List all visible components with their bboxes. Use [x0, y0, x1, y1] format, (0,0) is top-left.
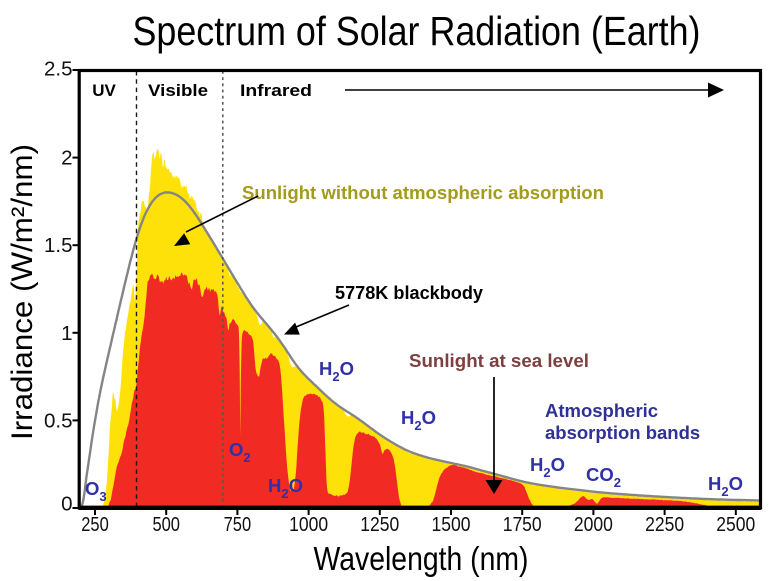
- svg-text:1000: 1000: [289, 513, 328, 536]
- svg-text:Spectrum of Solar Radiation (E: Spectrum of Solar Radiation (Earth): [133, 8, 701, 54]
- svg-text:750: 750: [224, 513, 252, 536]
- svg-text:0.5: 0.5: [44, 409, 73, 432]
- svg-text:1250: 1250: [360, 513, 399, 536]
- svg-text:1500: 1500: [432, 513, 471, 536]
- svg-text:2000: 2000: [574, 513, 613, 536]
- svg-text:UV: UV: [92, 81, 116, 100]
- svg-text:1: 1: [61, 322, 72, 345]
- svg-text:absorption bands: absorption bands: [545, 422, 700, 443]
- svg-text:Sunlight without atmospheric a: Sunlight without atmospheric absorption: [242, 182, 604, 203]
- svg-text:2: 2: [61, 147, 72, 170]
- svg-text:2250: 2250: [645, 513, 684, 536]
- svg-text:2.5: 2.5: [44, 58, 73, 81]
- svg-text:500: 500: [152, 513, 180, 536]
- svg-text:1.5: 1.5: [44, 234, 73, 257]
- svg-text:Wavelength (nm): Wavelength (nm): [314, 540, 529, 577]
- svg-text:2500: 2500: [716, 513, 755, 536]
- svg-text:1750: 1750: [503, 513, 542, 536]
- svg-text:Visible: Visible: [148, 81, 208, 100]
- svg-text:Sunlight at sea level: Sunlight at sea level: [409, 350, 589, 371]
- svg-text:5778K blackbody: 5778K blackbody: [335, 282, 484, 303]
- svg-text:0: 0: [61, 493, 72, 516]
- svg-text:250: 250: [81, 513, 109, 536]
- svg-text:Irradiance (W/m²/nm): Irradiance (W/m²/nm): [6, 144, 39, 440]
- svg-text:Atmospheric: Atmospheric: [545, 400, 658, 421]
- svg-text:Infrared: Infrared: [240, 81, 312, 100]
